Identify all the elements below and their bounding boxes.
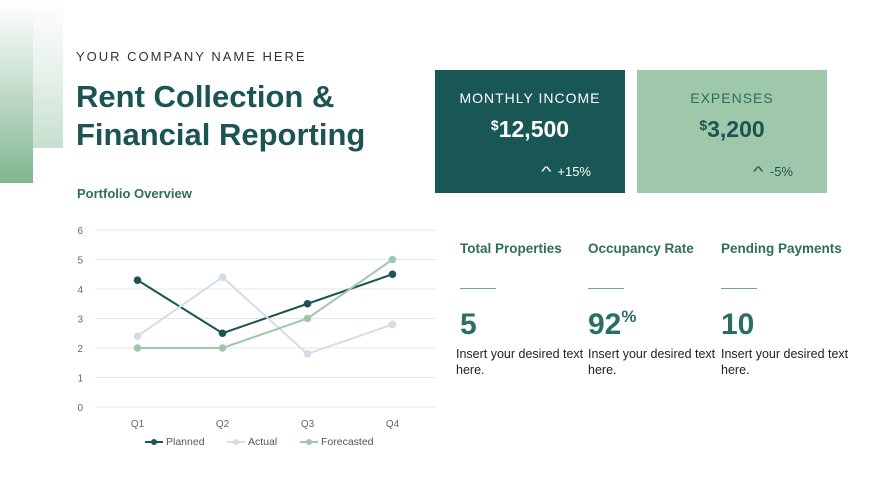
currency-symbol: $ [699,117,708,133]
stat-description: Insert your desired text here. [588,347,716,377]
legend-swatch [145,439,163,446]
stat-number: 5 [460,308,477,341]
legend-swatch [227,439,245,446]
stat-description: Insert your desired text here. [721,347,849,377]
data-point-planned [303,299,312,308]
income-amount: 12,500 [498,116,570,142]
legend-item-forecasted: Forecasted [300,436,374,448]
change-indicator: ^ -5% [753,163,793,179]
title-line-2: Financial Reporting [76,117,366,152]
monthly-income-card: MONTHLY INCOME $12,500 ^ +15% [435,70,625,193]
data-point-planned [218,329,227,338]
data-point-planned [388,270,397,279]
change-value: +15% [557,164,591,179]
legend-label: Forecasted [321,436,374,448]
divider [460,288,496,289]
currency-symbol: $ [490,117,499,133]
y-tick-label: 2 [77,344,83,355]
data-point-planned [133,276,142,284]
stat-total-properties: Total Properties 5 Insert your desired t… [456,240,590,378]
page-title: Rent Collection & Financial Reporting [76,78,406,154]
y-tick-label: 0 [77,403,83,414]
card-label: MONTHLY INCOME [459,90,601,106]
legend-item-planned: Planned [145,436,205,448]
company-name: YOUR COMPANY NAME HERE [76,49,307,64]
portfolio-line-chart: 0 1 2 3 4 5 6 Q1 Q2 Q3 Q4 [77,226,435,430]
y-tick-label: 5 [77,256,83,267]
expense-amount: 3,200 [707,116,765,142]
series-line-forecasted [137,258,394,349]
stat-value: 10 [721,307,851,342]
section-heading: Portfolio Overview [77,186,192,201]
stat-number: 92 [588,308,622,341]
y-tick-label: 1 [77,374,83,385]
y-tick-label: 4 [77,285,83,296]
data-point-forecasted [388,255,397,264]
chevron-up-icon: ^ [753,163,764,179]
stat-description: Insert your desired text here. [456,347,584,377]
stat-occupancy-rate: Occupancy Rate 92% Insert your desired t… [588,240,718,378]
legend-item-actual: Actual [227,436,277,448]
y-tick-label: 3 [77,315,83,326]
series-line-planned [136,273,393,335]
x-tick-label: Q2 [216,419,230,430]
legend-swatch [300,439,318,446]
card-value: $12,500 [435,116,625,143]
change-indicator: ^ +15% [540,163,591,179]
legend-label: Planned [166,436,205,448]
title-line-1: Rent Collection & [76,79,335,114]
series-line-actual [136,275,393,356]
decorative-gradient-bar-light [33,0,63,148]
stat-value: 5 [460,307,590,342]
legend-label: Actual [248,436,278,448]
card-value: $3,200 [637,116,827,143]
stat-label: Total Properties [460,241,562,256]
data-point-forecasted [218,344,227,352]
stat-label: Pending Payments [721,241,842,256]
data-point-forecasted [133,344,142,352]
decorative-gradient-bar [0,0,33,183]
divider [721,288,757,289]
stat-value: 92% [588,307,718,342]
data-point-actual [133,332,142,340]
data-point-actual [303,350,312,358]
y-tick-label: 6 [77,226,83,237]
data-point-actual [388,320,397,329]
stat-suffix: % [621,307,637,326]
stat-number: 10 [721,308,755,341]
expenses-card: EXPENSES $3,200 ^ -5% [637,70,827,193]
stat-label: Occupancy Rate [588,241,694,256]
chevron-up-icon: ^ [540,163,552,179]
x-tick-label: Q3 [301,419,315,430]
data-point-actual [218,273,227,281]
x-tick-label: Q1 [131,419,145,430]
card-label: EXPENSES [690,90,774,106]
x-tick-label: Q4 [386,419,400,430]
stat-pending-payments: Pending Payments 10 Insert your desired … [721,240,851,378]
data-point-forecasted [303,314,312,323]
change-value: -5% [769,164,793,179]
divider [588,288,624,289]
